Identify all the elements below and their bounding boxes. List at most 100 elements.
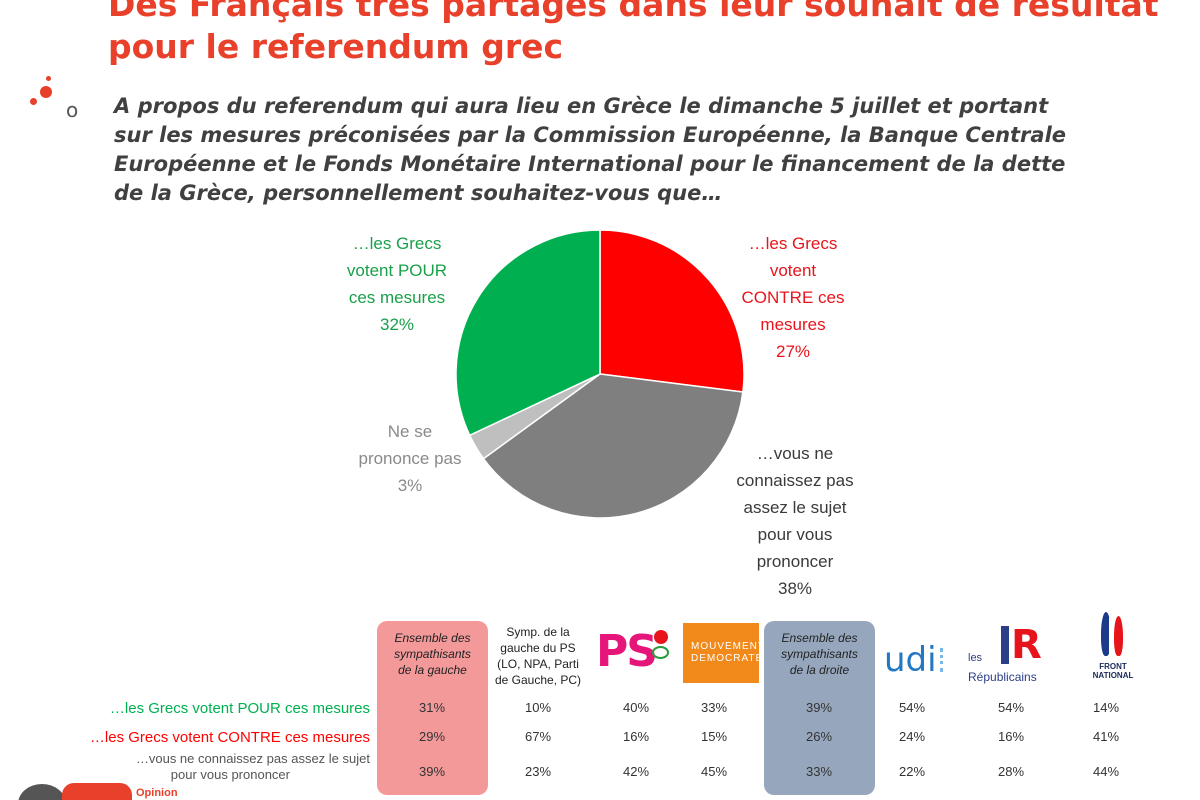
col-header-line: gauche du PS	[500, 641, 576, 655]
row-label-line: …vous ne connaissez pas assez le sujet	[135, 751, 370, 766]
row-label-pour: …les Grecs votent POUR ces mesures	[109, 700, 370, 717]
left-ensemble-highlight	[377, 621, 488, 795]
pie-label-line: connaissez pas	[736, 471, 854, 490]
pie-label-line: prononcer	[756, 552, 834, 571]
table-cell: 23%	[524, 764, 552, 779]
pie-label-value: 38%	[777, 579, 813, 598]
col-header-line: (LO, NPA, Parti	[497, 657, 579, 671]
table-cell: 54%	[898, 700, 926, 715]
pie-label-line: votent	[769, 261, 817, 280]
right-ensemble-highlight	[764, 621, 875, 795]
pie-label-line: …vous ne	[756, 444, 834, 463]
fn-logo: FRONT NATIONAL	[1086, 612, 1136, 682]
pie-slice-vous-ne-connaissez-pas	[482, 373, 744, 519]
pie-label-nsp: Ne se prononce pas 3%	[335, 418, 485, 499]
question-line: Européenne et le Fonds Monétaire Interna…	[114, 152, 1066, 176]
table-cell: 33%	[805, 764, 833, 779]
pie-label-line: pour vous	[757, 525, 833, 544]
table-cell: 29%	[418, 729, 446, 744]
lr-logo-name: Républicains	[968, 670, 1037, 684]
pie-label-pour: …les Grecs votent POUR ces mesures 32%	[322, 230, 472, 338]
col-header-ensemble-gauche: Ensemble des sympathisants de la gauche	[377, 630, 488, 678]
modem-logo: MOUVEMENT DEMOCRATE	[683, 623, 765, 683]
row-label-line: pour vous prononcer	[170, 767, 290, 782]
footer-decor	[18, 784, 66, 800]
pie-label-line: ces mesures	[348, 288, 446, 307]
fn-logo-text: FRONT NATIONAL	[1086, 662, 1140, 680]
question-line: A propos du referendum qui aura lieu en …	[114, 94, 1049, 118]
table-cell: 10%	[524, 700, 552, 715]
fn-logo-line: FRONT	[1099, 662, 1127, 671]
table-cell: 16%	[622, 729, 650, 744]
col-header-line: de la gauche	[398, 663, 467, 677]
table-cell: 33%	[700, 700, 728, 715]
row-label-contre: …les Grecs votent CONTRE ces mesures	[89, 729, 370, 746]
udi-logo: udi	[884, 640, 937, 680]
col-header-line: de Gauche, PC)	[494, 673, 582, 687]
company-logo	[62, 783, 132, 800]
udi-dots-icon	[940, 648, 946, 672]
question-bullet: o	[66, 98, 79, 122]
pie-label-value: 32%	[379, 315, 415, 334]
pie-label-value: 3%	[397, 476, 423, 495]
col-header-line: Ensemble des	[781, 631, 858, 645]
footer-text: Opinion	[136, 787, 178, 799]
fn-flame-icon	[1114, 616, 1123, 656]
col-header-line: Symp. de la	[506, 625, 570, 639]
table-cell: 22%	[898, 764, 926, 779]
ps-rose-leaf-icon	[652, 646, 669, 659]
pie-slice-contre	[599, 229, 745, 393]
table-cell: 54%	[997, 700, 1025, 715]
lr-i-icon	[1001, 626, 1009, 664]
col-header-gauche-du-ps: Symp. de la gauche du PS (LO, NPA, Parti…	[484, 624, 592, 688]
fn-flame-icon	[1101, 612, 1111, 656]
table-cell: 39%	[805, 700, 833, 715]
fn-logo-line: NATIONAL	[1092, 671, 1134, 680]
table-cell: 41%	[1092, 729, 1120, 744]
title-line-2: pour le referendum grec	[108, 27, 564, 66]
pie-label-line: prononce pas	[358, 449, 462, 468]
table-cell: 24%	[898, 729, 926, 744]
question-line: sur les mesures préconisées par la Commi…	[114, 123, 1067, 147]
row-label-vous: …vous ne connaissez pas assez le sujet p…	[136, 751, 370, 783]
decor-dot-medium	[30, 98, 37, 105]
page-title: Des Français très partagés dans leur sou…	[108, 0, 1198, 68]
pie-label-line: …les Grecs	[352, 234, 442, 253]
table-cell: 40%	[622, 700, 650, 715]
lr-logo: R les Républicains	[968, 622, 1056, 684]
col-header-ensemble-droite: Ensemble des sympathisants de la droite	[764, 630, 875, 678]
ps-logo: PS	[596, 626, 658, 677]
table-cell: 42%	[622, 764, 650, 779]
col-header-line: sympathisants	[781, 647, 858, 661]
pie-label-line: …les Grecs	[748, 234, 838, 253]
fn-flame-icon	[1109, 618, 1115, 656]
decor-dot-large	[40, 86, 52, 98]
pie-label-vous: …vous ne connaissez pas assez le sujet p…	[720, 440, 870, 602]
table-cell: 15%	[700, 729, 728, 744]
lr-r-icon: R	[1011, 622, 1042, 668]
table-cell: 28%	[997, 764, 1025, 779]
table-cell: 39%	[418, 764, 446, 779]
lr-logo-les: les	[968, 652, 983, 664]
ps-rose-icon	[654, 630, 668, 644]
table-cell: 67%	[524, 729, 552, 744]
table-cell: 45%	[700, 764, 728, 779]
table-cell: 16%	[997, 729, 1025, 744]
title-line-1: Des Français très partagés dans leur sou…	[108, 0, 1159, 24]
pie-label-value: 27%	[775, 342, 811, 361]
pie-slice-pour	[455, 229, 601, 437]
table-cell: 44%	[1092, 764, 1120, 779]
table-cell: 31%	[418, 700, 446, 715]
modem-logo-line: MOUVEMENT	[691, 641, 765, 652]
col-header-line: de la droite	[789, 663, 850, 677]
table-cell: 14%	[1092, 700, 1120, 715]
question-line: de la Grèce, personnellement souhaitez-v…	[114, 181, 723, 205]
question-text: A propos du referendum qui aura lieu en …	[114, 92, 1184, 208]
decor-dot-small	[46, 76, 51, 81]
pie-label-line: votent POUR	[346, 261, 448, 280]
pie-label-line: assez le sujet	[743, 498, 847, 517]
col-header-line: Ensemble des	[394, 631, 471, 645]
table-cell: 26%	[805, 729, 833, 744]
pie-label-line: mesures	[760, 315, 826, 334]
